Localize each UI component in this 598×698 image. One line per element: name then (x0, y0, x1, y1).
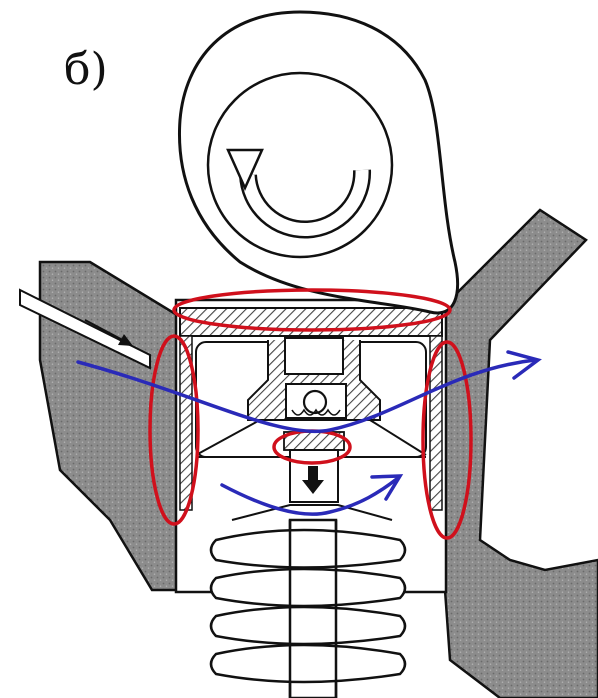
valve-spring-retainer (231, 504, 393, 521)
plunger-stem (284, 337, 344, 375)
highlight-right (421, 340, 473, 540)
oil-flow-marks (76, 350, 542, 516)
highlight-marks (148, 288, 473, 540)
flow-lower (220, 476, 400, 516)
down-arrow-icon (302, 466, 324, 494)
tappet-wall-right (429, 335, 443, 511)
right-arrow-icon (84, 319, 133, 346)
flow-lower-arrowhead (370, 474, 404, 501)
valve-spring-coils (209, 518, 407, 698)
circular-arrow-icon (226, 148, 372, 239)
oil-passage (19, 288, 151, 370)
cylinder-head-left (38, 260, 184, 592)
panel-label: б) (64, 44, 108, 95)
highlight-top (172, 288, 452, 332)
highlight-left (148, 334, 200, 526)
valve-spring (291, 408, 341, 416)
flow-upper-arrowhead (506, 350, 542, 380)
cylinder-head-right (443, 208, 598, 698)
tappet-top (179, 307, 443, 337)
flow-upper (76, 358, 537, 434)
check-ball (302, 389, 328, 415)
